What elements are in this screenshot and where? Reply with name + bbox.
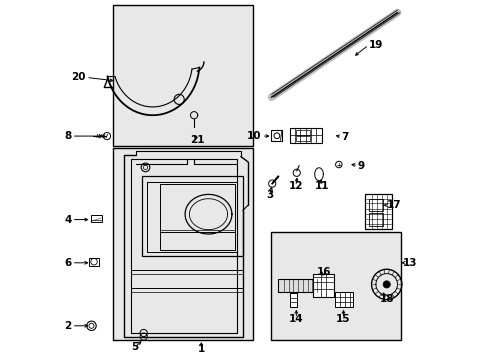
Bar [295, 136, 309, 141]
Bar [113, 148, 253, 340]
Text: 3: 3 [265, 190, 273, 200]
Text: 11: 11 [314, 181, 329, 191]
Text: 15: 15 [336, 314, 350, 324]
Text: 10: 10 [247, 131, 261, 141]
Text: 16: 16 [316, 267, 330, 277]
Text: 19: 19 [368, 40, 382, 50]
Circle shape [382, 281, 389, 288]
Text: 21: 21 [190, 135, 204, 145]
Text: 2: 2 [64, 321, 72, 331]
Text: 14: 14 [288, 314, 303, 324]
Text: 9: 9 [357, 161, 364, 171]
Text: 8: 8 [64, 131, 72, 141]
Bar [312, 274, 333, 297]
Bar [271, 232, 400, 340]
Bar [271, 130, 282, 141]
Bar [113, 5, 253, 146]
Bar [368, 199, 382, 211]
Bar [368, 213, 382, 226]
Bar [289, 293, 297, 307]
Bar [295, 130, 309, 135]
Text: 6: 6 [64, 258, 72, 268]
Text: 7: 7 [341, 132, 348, 142]
Text: 13: 13 [402, 258, 417, 268]
Bar [335, 292, 352, 307]
Bar [365, 194, 391, 229]
Text: 12: 12 [288, 181, 302, 191]
Bar [289, 128, 321, 143]
Text: 4: 4 [64, 215, 72, 225]
Text: 20: 20 [71, 72, 86, 82]
Text: 5: 5 [131, 342, 138, 352]
Bar [91, 215, 102, 222]
Text: 17: 17 [386, 200, 401, 210]
Bar [89, 258, 99, 266]
Bar [277, 279, 321, 292]
Text: 18: 18 [379, 294, 393, 304]
Text: 1: 1 [197, 344, 204, 354]
